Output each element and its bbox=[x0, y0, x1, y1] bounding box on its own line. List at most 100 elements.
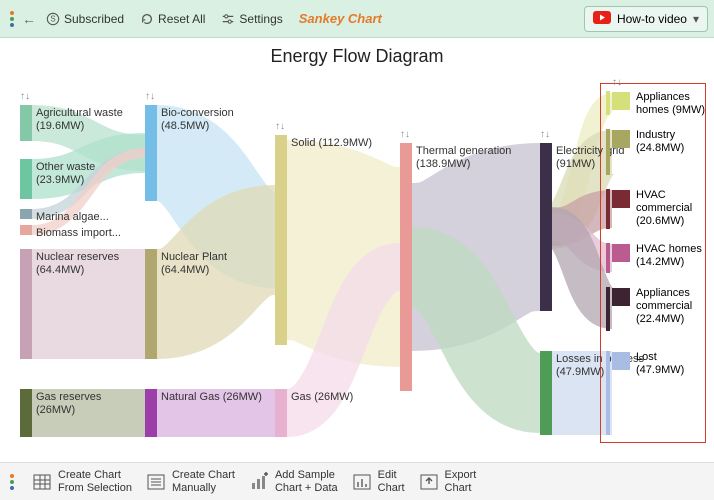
node-bar bbox=[606, 243, 610, 273]
node-bar bbox=[606, 91, 610, 115]
sankey-node-thermal-gen[interactable]: Thermal generation (138.9MW) bbox=[400, 143, 520, 391]
edit-chart-button[interactable]: Edit Chart bbox=[352, 469, 405, 493]
chevron-left-icon[interactable]: ← bbox=[22, 11, 36, 27]
settings-label: Settings bbox=[239, 12, 282, 26]
sort-arrows-icon[interactable]: ↑↓ bbox=[145, 91, 155, 102]
grid-icon bbox=[32, 472, 52, 492]
sort-arrows-icon[interactable]: ↑↓ bbox=[400, 129, 410, 140]
sankey-node-biomass-import[interactable]: Biomass import... bbox=[20, 225, 140, 235]
node-label: Nuclear reserves (64.4MW) bbox=[36, 251, 119, 276]
node-label: Gas (26MW) bbox=[291, 391, 353, 404]
node-bar bbox=[20, 105, 32, 141]
node-bar bbox=[400, 143, 412, 391]
node-label: Thermal generation (138.9MW) bbox=[416, 145, 511, 170]
sankey-node-appl-comm[interactable]: Appliances commercial (22.4MW) bbox=[612, 287, 706, 327]
color-swatch bbox=[612, 190, 630, 208]
sankey-node-other-waste[interactable]: Other waste (23.9MW) bbox=[20, 159, 140, 199]
node-bar bbox=[20, 249, 32, 359]
node-bar bbox=[20, 389, 32, 437]
node-bar bbox=[20, 209, 32, 219]
color-swatch bbox=[612, 92, 630, 110]
node-bar bbox=[606, 287, 610, 331]
node-bar bbox=[540, 143, 552, 311]
reset-icon bbox=[140, 12, 154, 26]
node-label: Nuclear Plant (64.4MW) bbox=[161, 251, 227, 276]
node-label: Gas reserves (26MW) bbox=[36, 391, 101, 416]
sort-arrows-icon[interactable]: ↑↓ bbox=[20, 91, 30, 102]
node-label: Industry (24.8MW) bbox=[636, 129, 684, 155]
sankey-node-appl-homes[interactable]: Appliances homes (9MW) bbox=[612, 91, 706, 117]
chart-area: Energy Flow Diagram ↑↓ ↑↓ ↑↓ ↑↓ ↑↓ ↑↓ Agricult… bbox=[0, 38, 714, 462]
node-label: Lost (47.9MW) bbox=[636, 351, 706, 377]
footer-menu-icon[interactable] bbox=[6, 470, 18, 494]
svg-text:S: S bbox=[50, 14, 55, 23]
sankey-node-lost[interactable]: Lost (47.9MW) bbox=[612, 351, 706, 377]
create-from-selection-button[interactable]: Create Chart From Selection bbox=[32, 469, 132, 493]
subscribed-label: Subscribed bbox=[64, 12, 124, 26]
node-label: Solid (112.9MW) bbox=[291, 137, 372, 150]
chart-plus-icon bbox=[249, 472, 269, 492]
edit-label: Edit Chart bbox=[378, 469, 405, 493]
list-icon bbox=[146, 472, 166, 492]
sankey-node-solid[interactable]: Solid (112.9MW) bbox=[275, 135, 395, 345]
reset-label: Reset All bbox=[158, 12, 205, 26]
settings-button[interactable]: Settings bbox=[215, 9, 288, 29]
top-toolbar: ← S Subscribed Reset All Settings Sankey… bbox=[0, 0, 714, 38]
sankey-node-nuclear-plant[interactable]: Nuclear Plant (64.4MW) bbox=[145, 249, 265, 359]
sankey-node-gas[interactable]: Gas (26MW) bbox=[275, 389, 395, 437]
node-label: Appliances homes (9MW) bbox=[636, 91, 705, 117]
edit-chart-icon bbox=[352, 472, 372, 492]
sankey-diagram[interactable]: ↑↓ ↑↓ ↑↓ ↑↓ ↑↓ ↑↓ Agricultural waste (19.6MW) O… bbox=[0, 71, 714, 461]
node-bar bbox=[145, 389, 157, 437]
settings-icon bbox=[221, 12, 235, 26]
color-swatch bbox=[612, 130, 630, 148]
sankey-node-industry[interactable]: Industry (24.8MW) bbox=[612, 129, 706, 155]
node-bar bbox=[145, 105, 157, 201]
node-label: Other waste (23.9MW) bbox=[36, 161, 95, 186]
menu-icon[interactable] bbox=[6, 7, 18, 31]
node-bar bbox=[20, 159, 32, 199]
video-label: How-to video bbox=[617, 12, 687, 26]
howto-video-button[interactable]: How-to video ▾ bbox=[584, 6, 708, 32]
create-man-label: Create Chart Manually bbox=[172, 469, 235, 493]
sankey-node-bio-conversion[interactable]: Bio-conversion (48.5MW) bbox=[145, 105, 265, 201]
sankey-node-agri-waste[interactable]: Agricultural waste (19.6MW) bbox=[20, 105, 140, 141]
chevron-down-icon: ▾ bbox=[693, 12, 699, 26]
node-label: HVAC commercial (20.6MW) bbox=[636, 189, 692, 229]
node-label: Appliances commercial (22.4MW) bbox=[636, 287, 692, 327]
sort-arrows-icon[interactable]: ↑↓ bbox=[612, 77, 622, 88]
brand-title: Sankey Chart bbox=[299, 11, 382, 26]
export-label: Export Chart bbox=[445, 469, 477, 493]
sankey-node-hvac-homes[interactable]: HVAC homes (14.2MW) bbox=[612, 243, 706, 269]
sankey-node-gas-reserves[interactable]: Gas reserves (26MW) bbox=[20, 389, 140, 437]
node-bar bbox=[275, 135, 287, 345]
sort-arrows-icon[interactable]: ↑↓ bbox=[540, 129, 550, 140]
subscribed-button[interactable]: S Subscribed bbox=[40, 9, 130, 29]
node-label: Biomass import... bbox=[36, 227, 121, 240]
sankey-node-marina-algae[interactable]: Marina algae... bbox=[20, 209, 140, 219]
reset-button[interactable]: Reset All bbox=[134, 9, 211, 29]
node-bar bbox=[606, 189, 610, 229]
create-manually-button[interactable]: Create Chart Manually bbox=[146, 469, 235, 493]
node-label: HVAC homes (14.2MW) bbox=[636, 243, 702, 269]
node-bar bbox=[20, 225, 32, 235]
color-swatch bbox=[612, 352, 630, 370]
chart-title: Energy Flow Diagram bbox=[0, 38, 714, 71]
sankey-node-natural-gas[interactable]: Natural Gas (26MW) bbox=[145, 389, 265, 437]
dollar-icon: S bbox=[46, 12, 60, 26]
add-sample-button[interactable]: Add Sample Chart + Data bbox=[249, 469, 338, 493]
node-label: Agricultural waste (19.6MW) bbox=[36, 107, 123, 132]
youtube-icon bbox=[593, 11, 611, 27]
node-bar bbox=[145, 249, 157, 359]
sankey-node-nuclear-reserves[interactable]: Nuclear reserves (64.4MW) bbox=[20, 249, 140, 359]
node-bar bbox=[606, 129, 610, 175]
node-label: Natural Gas (26MW) bbox=[161, 391, 262, 404]
color-swatch bbox=[612, 288, 630, 306]
export-chart-button[interactable]: Export Chart bbox=[419, 469, 477, 493]
node-bar bbox=[540, 351, 552, 435]
sort-arrows-icon[interactable]: ↑↓ bbox=[275, 121, 285, 132]
sankey-node-hvac-comm[interactable]: HVAC commercial (20.6MW) bbox=[612, 189, 706, 229]
node-label: Bio-conversion (48.5MW) bbox=[161, 107, 234, 132]
color-swatch bbox=[612, 244, 630, 262]
export-icon bbox=[419, 472, 439, 492]
